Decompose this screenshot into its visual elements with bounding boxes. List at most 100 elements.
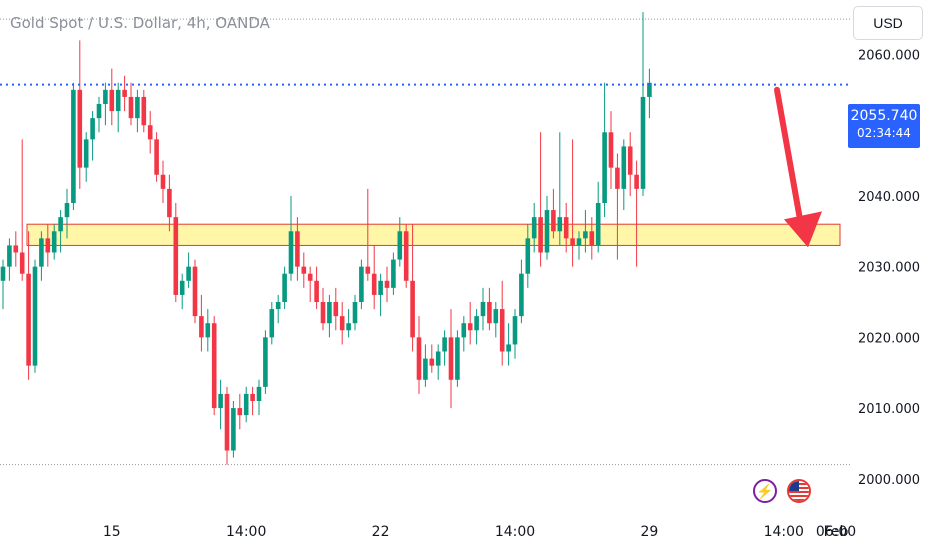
candle bbox=[551, 188, 556, 239]
candle bbox=[493, 302, 499, 338]
candle bbox=[282, 266, 287, 310]
candle-body bbox=[256, 386, 262, 401]
candle bbox=[467, 302, 473, 345]
candle bbox=[45, 224, 51, 267]
candle-body bbox=[557, 217, 563, 232]
candle bbox=[115, 82, 121, 133]
candle bbox=[26, 231, 31, 380]
candle-body bbox=[538, 217, 543, 253]
candle bbox=[320, 287, 326, 331]
candle bbox=[647, 68, 652, 119]
candle bbox=[58, 210, 63, 253]
candle-body bbox=[589, 231, 595, 246]
candle bbox=[160, 160, 166, 203]
candle-body bbox=[525, 238, 531, 274]
candle-body bbox=[499, 309, 505, 352]
candle bbox=[506, 323, 511, 366]
candle-body bbox=[640, 96, 646, 189]
candle-body bbox=[480, 302, 486, 317]
candle bbox=[403, 224, 409, 288]
candle-body bbox=[64, 203, 70, 218]
currency-button[interactable]: USD bbox=[853, 6, 923, 40]
candle-body bbox=[179, 280, 185, 295]
candle-body bbox=[205, 323, 211, 338]
candle-body bbox=[224, 393, 230, 451]
candle-body bbox=[237, 408, 243, 416]
candle bbox=[378, 273, 383, 317]
candle bbox=[429, 344, 435, 373]
candle-body bbox=[58, 217, 63, 232]
candle-body bbox=[103, 89, 108, 104]
x-tick-label: 15 bbox=[103, 524, 121, 540]
y-tick-label: 2030.000 bbox=[858, 261, 920, 276]
candle bbox=[109, 68, 115, 126]
currency-label: USD bbox=[873, 15, 903, 31]
candle-body bbox=[128, 96, 134, 119]
lightning-bolt-icon[interactable]: ⚡ bbox=[753, 479, 777, 503]
candle-body bbox=[141, 96, 147, 126]
candle bbox=[634, 160, 639, 267]
x-tick-label: 06:00 bbox=[816, 524, 856, 540]
candle-body bbox=[211, 323, 217, 409]
candle-body bbox=[39, 238, 44, 267]
candle bbox=[7, 238, 12, 281]
candle-body bbox=[275, 302, 281, 310]
candle bbox=[51, 224, 57, 260]
candle-body bbox=[83, 139, 89, 168]
candle bbox=[211, 316, 217, 416]
candle bbox=[224, 386, 230, 465]
candle bbox=[544, 195, 550, 260]
current-price-label: 2055.740 bbox=[850, 108, 918, 124]
candle bbox=[499, 280, 505, 366]
candle-body bbox=[231, 408, 236, 451]
candle-body bbox=[487, 302, 492, 324]
candle-body bbox=[167, 188, 172, 218]
candle bbox=[327, 294, 332, 338]
candle bbox=[167, 174, 172, 232]
candle bbox=[352, 294, 358, 331]
candle bbox=[365, 188, 371, 281]
candle-body bbox=[282, 273, 287, 302]
candle bbox=[96, 96, 102, 133]
candle bbox=[512, 309, 518, 359]
candle-body bbox=[634, 174, 639, 189]
candle bbox=[231, 401, 236, 458]
candle-body bbox=[442, 337, 447, 352]
candle bbox=[269, 302, 275, 345]
candle-body bbox=[576, 238, 582, 246]
candle bbox=[192, 259, 198, 324]
candle bbox=[615, 153, 620, 260]
y-tick-label: 2010.000 bbox=[858, 402, 920, 417]
candle-body bbox=[570, 238, 575, 246]
candle-body bbox=[243, 393, 249, 416]
candle bbox=[480, 287, 486, 331]
candle-body bbox=[621, 146, 627, 189]
candle bbox=[218, 379, 223, 430]
x-tick-label: 14:00 bbox=[764, 524, 804, 540]
candle-body bbox=[26, 273, 31, 366]
candle-body bbox=[320, 302, 326, 324]
candle-body bbox=[288, 231, 294, 274]
candle bbox=[0, 259, 6, 310]
candle bbox=[423, 344, 428, 387]
candle bbox=[122, 75, 127, 112]
candle-body bbox=[583, 231, 588, 239]
candle bbox=[602, 82, 607, 218]
candle-body bbox=[218, 393, 223, 409]
candle-body bbox=[109, 89, 115, 112]
candle-body bbox=[493, 309, 499, 324]
candle bbox=[237, 393, 243, 430]
candle bbox=[608, 111, 614, 189]
current-price-tag: 2055.740 02:34:44 bbox=[848, 104, 920, 148]
candle bbox=[243, 386, 249, 423]
y-tick-label: 2040.000 bbox=[858, 190, 920, 205]
candle-body bbox=[263, 337, 268, 387]
candle bbox=[640, 12, 646, 196]
candle bbox=[384, 266, 390, 302]
candle bbox=[13, 231, 19, 267]
candle bbox=[435, 344, 441, 380]
us-flag-icon[interactable] bbox=[787, 479, 811, 503]
candle-body bbox=[365, 266, 371, 274]
